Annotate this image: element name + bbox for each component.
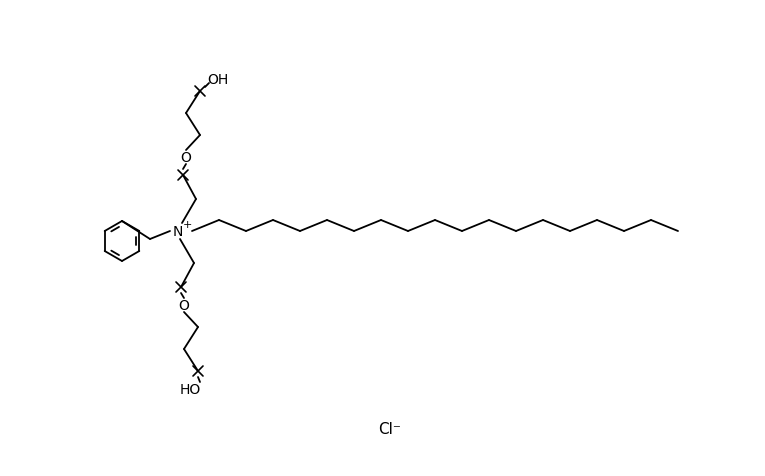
- Text: O: O: [178, 298, 190, 312]
- Text: N: N: [173, 225, 183, 238]
- Text: +: +: [182, 219, 192, 229]
- Text: HO: HO: [179, 382, 200, 396]
- Text: OH: OH: [207, 73, 229, 87]
- Text: Cl⁻: Cl⁻: [379, 422, 402, 436]
- Text: O: O: [181, 151, 191, 165]
